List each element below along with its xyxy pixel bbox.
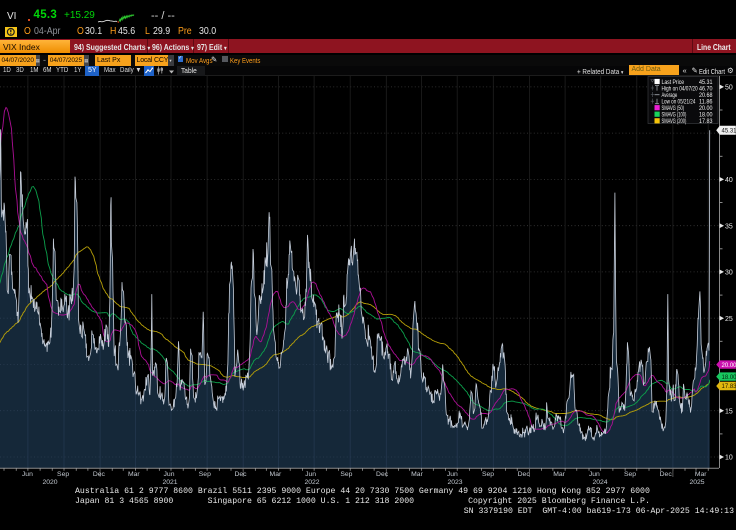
svg-text:Jun: Jun xyxy=(164,471,175,478)
svg-text:Average: Average xyxy=(662,92,678,99)
svg-text:17.83: 17.83 xyxy=(699,118,713,125)
svg-text:45.31: 45.31 xyxy=(699,79,713,86)
svg-text:40: 40 xyxy=(725,177,733,184)
svg-text:Sep: Sep xyxy=(340,471,352,478)
svg-text:Low on 05/21/24: Low on 05/21/24 xyxy=(662,99,696,106)
svg-text:35: 35 xyxy=(725,223,733,230)
svg-text:SMAVG (100): SMAVG (100) xyxy=(662,112,687,119)
svg-text:2023: 2023 xyxy=(447,479,462,486)
svg-text:SMAVG (200): SMAVG (200) xyxy=(662,118,687,125)
svg-text:30: 30 xyxy=(725,270,733,277)
svg-text:Mar: Mar xyxy=(128,471,140,478)
svg-text:High on 04/07/20: High on 04/07/20 xyxy=(662,85,699,92)
svg-text:Mar: Mar xyxy=(270,471,282,478)
svg-text:Sep: Sep xyxy=(57,471,69,478)
svg-text:18.00: 18.00 xyxy=(722,375,736,381)
svg-text:2020: 2020 xyxy=(42,479,57,486)
svg-text:Dec: Dec xyxy=(376,471,389,478)
svg-text:2024: 2024 xyxy=(592,479,607,486)
svg-text:Dec: Dec xyxy=(93,471,106,478)
svg-text:50: 50 xyxy=(725,85,733,92)
svg-text:2021: 2021 xyxy=(162,479,177,486)
svg-text:20.00: 20.00 xyxy=(699,105,713,112)
svg-text:Dec: Dec xyxy=(234,471,247,478)
svg-text:Mar: Mar xyxy=(411,471,423,478)
svg-text:Sep: Sep xyxy=(482,471,494,478)
svg-text:Mar: Mar xyxy=(695,471,707,478)
svg-text:10: 10 xyxy=(725,455,733,462)
svg-text:46.70: 46.70 xyxy=(699,85,713,92)
svg-text:Sep: Sep xyxy=(199,471,211,478)
svg-text:2025: 2025 xyxy=(689,479,704,486)
svg-text:20.68: 20.68 xyxy=(699,92,713,99)
svg-text:45.31: 45.31 xyxy=(722,128,736,134)
svg-text:SMAVG (50): SMAVG (50) xyxy=(662,105,685,112)
svg-text:Jun: Jun xyxy=(589,471,600,478)
svg-text:Jun: Jun xyxy=(22,471,33,478)
svg-text:Jun: Jun xyxy=(305,471,316,478)
svg-text:25: 25 xyxy=(725,316,733,323)
svg-text:Last Price: Last Price xyxy=(662,79,685,86)
svg-text:17.83: 17.83 xyxy=(722,384,736,390)
svg-text:20.00: 20.00 xyxy=(722,363,736,369)
svg-text:11.86: 11.86 xyxy=(699,99,713,106)
svg-text:15: 15 xyxy=(725,408,733,415)
svg-text:18.00: 18.00 xyxy=(699,112,713,119)
svg-text:2022: 2022 xyxy=(304,479,319,486)
svg-text:Sep: Sep xyxy=(624,471,636,478)
svg-text:Jun: Jun xyxy=(447,471,458,478)
svg-text:Dec: Dec xyxy=(660,471,673,478)
svg-text:Dec: Dec xyxy=(518,471,531,478)
svg-text:Mar: Mar xyxy=(553,471,565,478)
